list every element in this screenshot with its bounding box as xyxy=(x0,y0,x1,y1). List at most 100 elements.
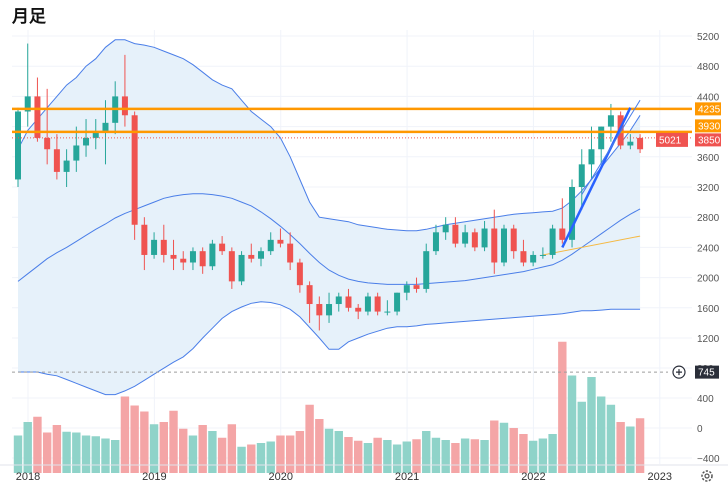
bollinger-middle-line xyxy=(17,193,641,285)
candle-body xyxy=(238,254,245,282)
volume-bar xyxy=(72,432,81,473)
volume-bar xyxy=(159,422,168,473)
candle-body xyxy=(432,232,439,252)
candle xyxy=(92,119,99,150)
candle-body xyxy=(452,224,459,244)
candle xyxy=(520,239,527,267)
candle-body xyxy=(121,96,128,116)
resistance-tag-3930: 3930 xyxy=(695,119,721,133)
candle-body xyxy=(442,224,449,233)
candle-body xyxy=(141,224,148,255)
candle-body xyxy=(423,251,430,289)
candle xyxy=(228,247,235,289)
candle xyxy=(189,247,196,271)
volume-bar xyxy=(402,441,411,473)
volume-bar xyxy=(13,435,23,473)
volume-bar xyxy=(431,437,441,473)
candle xyxy=(267,232,274,255)
volume-bar xyxy=(247,444,256,473)
time-tick-label: 2023 xyxy=(648,471,672,483)
price-tag-secondary: 5021 xyxy=(656,132,688,147)
volume-tick-label: 0 xyxy=(697,424,703,435)
candle-body xyxy=(335,296,342,305)
candle-body xyxy=(316,304,323,316)
candle-body xyxy=(53,149,60,172)
candle-body xyxy=(24,96,31,112)
volume-bar xyxy=(285,435,295,473)
volume-tag: 745 xyxy=(695,365,719,379)
volume-bar xyxy=(392,444,402,473)
candle xyxy=(170,239,177,271)
volume-bar xyxy=(179,428,188,473)
volume-bar xyxy=(140,411,149,473)
settings-button[interactable] xyxy=(701,470,713,482)
volume-bar xyxy=(480,440,489,473)
candle xyxy=(53,134,60,180)
candle xyxy=(277,228,284,248)
candle-body xyxy=(228,251,235,282)
volume-bar xyxy=(120,396,130,473)
volume-bar xyxy=(499,422,509,473)
trend-line-upper[interactable] xyxy=(581,99,641,195)
volume-bar xyxy=(266,441,275,473)
price-tick-label: 3200 xyxy=(697,183,720,194)
add-indicator-button[interactable] xyxy=(672,365,686,379)
candle xyxy=(345,288,352,312)
candle-body xyxy=(73,145,80,161)
candle-body xyxy=(277,239,284,244)
time-tick-label: 2020 xyxy=(268,471,292,483)
candle-body xyxy=(627,141,634,146)
volume-bar xyxy=(334,431,343,473)
volume-bar xyxy=(422,431,431,473)
candle xyxy=(209,239,216,271)
volume-bar xyxy=(587,377,596,473)
candle xyxy=(481,220,488,252)
price-tick-label: 1200 xyxy=(697,334,720,345)
candle xyxy=(141,217,148,271)
time-tick-label: 2018 xyxy=(16,471,40,483)
candle-body xyxy=(102,122,109,133)
candle xyxy=(491,209,498,274)
volume-bar xyxy=(606,404,616,473)
candle xyxy=(258,247,264,267)
candle-body xyxy=(501,228,507,263)
candle-body xyxy=(258,251,264,259)
volume-bar xyxy=(169,410,178,473)
candle-body xyxy=(170,254,177,259)
volume-bar xyxy=(528,440,538,473)
candle xyxy=(335,292,342,312)
candle-body xyxy=(403,285,410,293)
candle-body xyxy=(92,132,99,138)
candle xyxy=(501,224,507,267)
candle-body xyxy=(559,228,566,240)
volume-bar xyxy=(52,425,62,473)
volume-bar xyxy=(295,431,305,473)
candle xyxy=(549,224,556,259)
trend-line[interactable] xyxy=(561,107,632,248)
price-tick-label: 4800 xyxy=(697,62,720,73)
volume-bar xyxy=(373,437,382,473)
candle-body xyxy=(306,285,313,305)
volume-bar xyxy=(597,396,606,473)
candle-body xyxy=(199,251,206,267)
candle xyxy=(296,258,303,293)
candle-body xyxy=(355,307,362,312)
candle xyxy=(160,224,167,263)
price-tick-label: 2800 xyxy=(697,213,720,224)
volume-tick-label: −400 xyxy=(697,454,720,465)
candle-body xyxy=(219,243,226,252)
volume-bar xyxy=(451,443,460,473)
volume-bar xyxy=(101,438,110,473)
volume-bar xyxy=(23,422,32,473)
candle-body xyxy=(549,228,556,255)
price-tick-label: 3600 xyxy=(697,153,720,164)
volume-bar xyxy=(626,426,635,473)
candle xyxy=(432,224,439,255)
volume-bar xyxy=(344,437,353,473)
volume-bar xyxy=(470,439,480,473)
candle-body xyxy=(481,228,488,248)
candle xyxy=(180,251,187,271)
candle xyxy=(287,232,294,271)
candle xyxy=(374,292,381,316)
